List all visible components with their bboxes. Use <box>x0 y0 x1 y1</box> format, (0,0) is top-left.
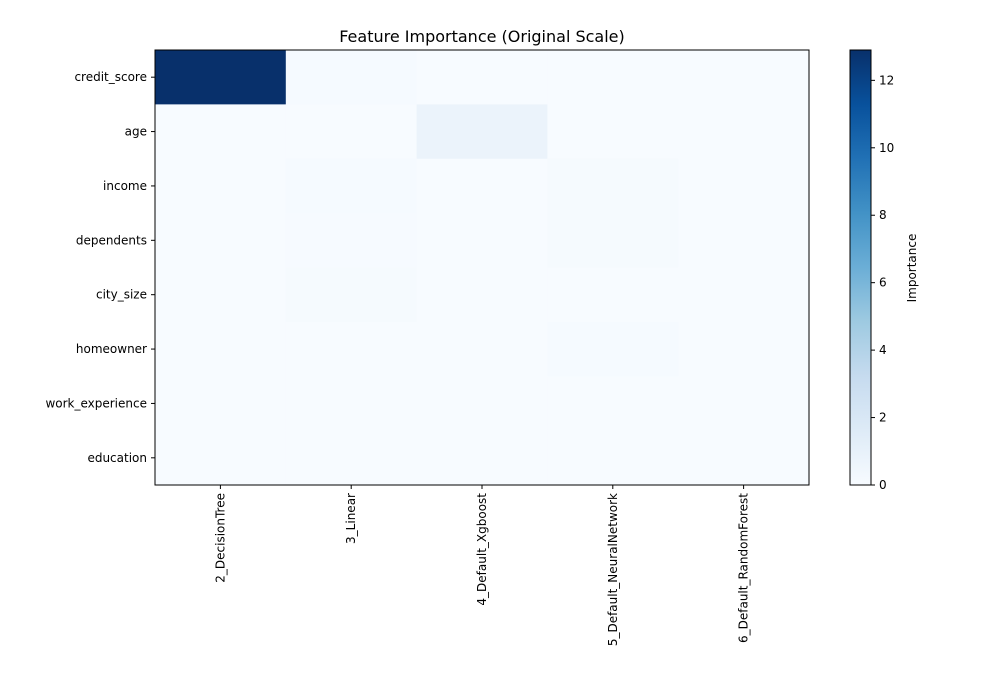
heatmap-cell <box>416 267 548 323</box>
column-tick-label: 5_Default_NeuralNetwork <box>606 493 620 646</box>
heatmap-cell <box>547 267 679 323</box>
row-tick-label: dependents <box>76 233 147 247</box>
heatmap-cell <box>155 213 287 268</box>
heatmap-cell <box>155 158 287 214</box>
heatmap-cell <box>678 267 810 323</box>
heatmap-cell <box>416 50 548 105</box>
column-labels: 2_DecisionTree 3_Linear 4_Default_Xgboost 5… <box>213 485 751 646</box>
heatmap-cell <box>416 430 548 486</box>
heatmap-cell <box>678 158 810 214</box>
colorbar-tick-label: 12 <box>879 73 894 87</box>
heatmap-cell <box>155 50 287 105</box>
colorbar-tick-label: 8 <box>879 208 887 222</box>
heatmap-cell <box>416 158 548 214</box>
column-tick-label: 4_Default_Xgboost <box>475 493 489 606</box>
heatmap-cell <box>285 213 418 268</box>
row-tick-label: education <box>87 451 147 465</box>
column-tick-label: 3_Linear <box>344 493 358 544</box>
heatmap-cell <box>678 430 810 486</box>
row-tick-label: income <box>103 179 147 193</box>
heatmap-cell <box>155 376 287 432</box>
heatmap-cell <box>678 213 810 268</box>
column-tick-label: 2_DecisionTree <box>213 493 227 583</box>
heatmap-cell <box>285 104 418 160</box>
row-tick-label: age <box>125 125 147 139</box>
colorbar-tick-label: 4 <box>879 343 887 357</box>
row-tick-label: city_size <box>96 288 147 302</box>
colorbar <box>849 49 872 486</box>
chart-title: Feature Importance (Original Scale) <box>339 27 625 46</box>
colorbar-tick-label: 6 <box>879 276 887 290</box>
heatmap-cells <box>155 50 810 486</box>
heatmap-cell <box>547 321 679 377</box>
heatmap-cell <box>547 376 679 432</box>
heatmap-cell <box>416 376 548 432</box>
colorbar-label: Importance <box>905 234 919 303</box>
heatmap-cell <box>547 430 679 486</box>
colorbar-tick-label: 0 <box>879 478 887 492</box>
colorbar-tick-label: 2 <box>879 411 887 425</box>
heatmap-cell <box>547 158 679 214</box>
row-tick-label: work_experience <box>45 396 147 410</box>
heatmap-cell <box>678 321 810 377</box>
heatmap-cell <box>155 321 287 377</box>
heatmap-cell <box>547 104 679 160</box>
heatmap-cell <box>155 430 287 486</box>
heatmap-cell <box>285 430 418 486</box>
colorbar-tick-label: 10 <box>879 141 894 155</box>
heatmap-cell <box>285 267 418 323</box>
heatmap-cell <box>678 104 810 160</box>
heatmap-cell <box>547 213 679 268</box>
colorbar-ticks: 0 2 4 6 8 10 12 <box>871 73 894 492</box>
heatmap-cell <box>547 50 679 105</box>
heatmap-cell <box>285 376 418 432</box>
heatmap-cell <box>678 376 810 432</box>
heatmap-cell <box>285 50 418 105</box>
heatmap-cell <box>678 50 810 105</box>
heatmap-cell <box>155 104 287 160</box>
row-tick-label: credit_score <box>74 70 147 84</box>
heatmap-cell <box>416 321 548 377</box>
heatmap-cell <box>155 267 287 323</box>
heatmap-cell <box>416 213 548 268</box>
heatmap-cell <box>416 104 548 160</box>
column-tick-label: 6_Default_RandomForest <box>737 493 751 643</box>
heatmap-cell <box>285 321 418 377</box>
row-tick-label: homeowner <box>76 342 147 356</box>
heatmap-cell <box>285 158 418 214</box>
